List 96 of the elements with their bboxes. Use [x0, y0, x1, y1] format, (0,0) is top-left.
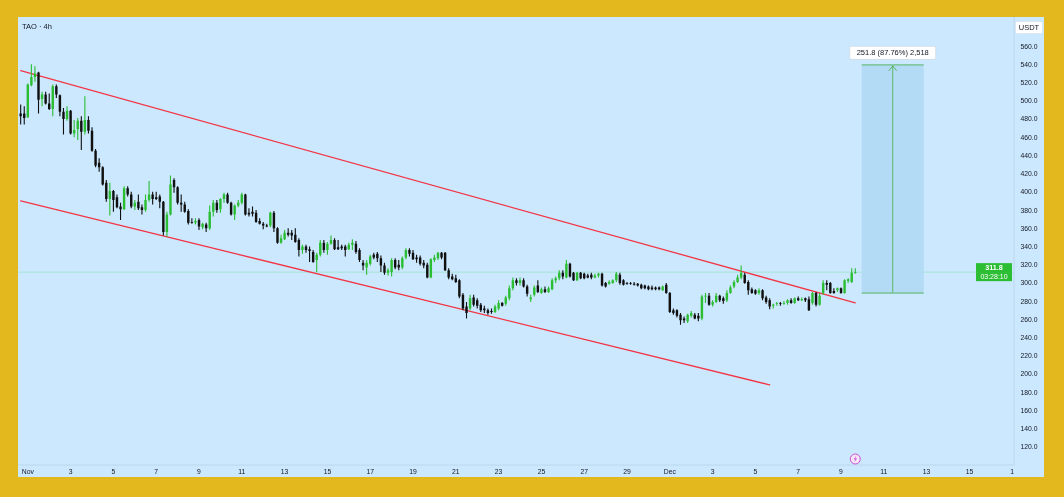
candlestick: [836, 287, 839, 292]
candlestick: [697, 312, 700, 322]
candlestick: [351, 239, 354, 251]
candlestick: [814, 291, 818, 307]
candlestick: [515, 278, 518, 286]
candlestick: [679, 312, 682, 325]
candlestick: [201, 222, 204, 230]
candlestick: [522, 278, 525, 288]
candlestick: [33, 66, 37, 82]
candlestick: [818, 292, 821, 306]
candlestick: [69, 109, 72, 135]
candlestick: [722, 296, 725, 304]
candlestick: [704, 292, 707, 303]
candlestick: [825, 280, 828, 291]
candlestick: [661, 285, 664, 292]
candlestick: [486, 308, 490, 315]
candlestick: [144, 194, 147, 212]
candlestick: [65, 106, 69, 121]
candlestick: [179, 194, 183, 212]
candlestick: [390, 258, 393, 277]
candlestick: [590, 272, 593, 280]
candlestick: [540, 287, 543, 294]
candlestick: [615, 271, 618, 282]
candlestick: [493, 304, 497, 313]
candlestick: [151, 191, 154, 205]
candlestick: [789, 298, 793, 304]
candlestick: [636, 282, 639, 287]
candlestick: [579, 271, 582, 280]
candlestick: [55, 84, 58, 99]
candlestick: [607, 280, 611, 285]
candlestick: [782, 301, 786, 305]
candlestick: [276, 227, 279, 244]
candlestick: [483, 305, 486, 313]
candlestick: [793, 297, 796, 304]
candlestick: [543, 286, 547, 293]
candlestick: [408, 248, 411, 257]
candlestick: [839, 287, 843, 294]
candlestick: [629, 281, 632, 285]
candlestick: [436, 251, 440, 261]
candlestick: [283, 230, 286, 241]
candlestick: [757, 288, 761, 295]
candlestick: [761, 289, 764, 301]
candlestick: [244, 193, 247, 216]
candlestick: [754, 289, 757, 295]
candlestick: [750, 287, 754, 294]
candlestick: [197, 218, 201, 231]
candlestick: [155, 191, 158, 201]
candlestick: [279, 234, 283, 244]
candlestick: [707, 292, 711, 306]
candlestick: [490, 308, 493, 314]
candlestick: [262, 221, 265, 230]
candlestick: [600, 272, 604, 287]
candlestick: [800, 297, 803, 302]
candlestick: [497, 300, 500, 311]
candlestick: [308, 246, 311, 262]
candlestick: [786, 299, 789, 305]
candlestick: [233, 204, 236, 221]
candlestick: [529, 294, 532, 303]
candlestick: [194, 218, 197, 225]
candlestick: [565, 260, 568, 279]
candlestick: [226, 192, 229, 204]
candlestick: [415, 254, 418, 263]
candlestick: [62, 108, 65, 135]
candlestick: [711, 300, 714, 307]
candlestick: [301, 244, 304, 254]
candlestick: [775, 302, 779, 306]
candlestick: [768, 298, 771, 310]
candlestick: [126, 186, 129, 197]
candlestick: [44, 91, 47, 105]
candlestick: [518, 277, 522, 286]
candlestick: [315, 252, 318, 272]
candlestick: [779, 302, 782, 306]
candlestick: [169, 175, 172, 216]
candlestick: [686, 313, 689, 323]
candlestick: [411, 250, 415, 261]
candlestick: [383, 262, 386, 275]
candlestick: [625, 281, 629, 285]
candlestick: [112, 190, 115, 212]
candlestick: [829, 281, 832, 294]
candlestick: [472, 294, 475, 307]
candlestick: [854, 268, 857, 274]
candlestick: [597, 272, 600, 278]
candlestick: [811, 291, 814, 305]
candlestick: [269, 211, 272, 228]
candlestick: [162, 200, 165, 236]
candlestick: [37, 71, 40, 114]
candlestick: [19, 104, 22, 125]
candlestick: [336, 240, 340, 251]
candlestick: [333, 238, 336, 251]
candlestick: [654, 286, 657, 291]
candlestick: [137, 194, 140, 211]
candlestick: [208, 205, 211, 231]
candlestick: [80, 116, 83, 150]
candlestick: [650, 285, 654, 291]
candlestick: [843, 279, 846, 294]
candlestick: [286, 228, 290, 237]
